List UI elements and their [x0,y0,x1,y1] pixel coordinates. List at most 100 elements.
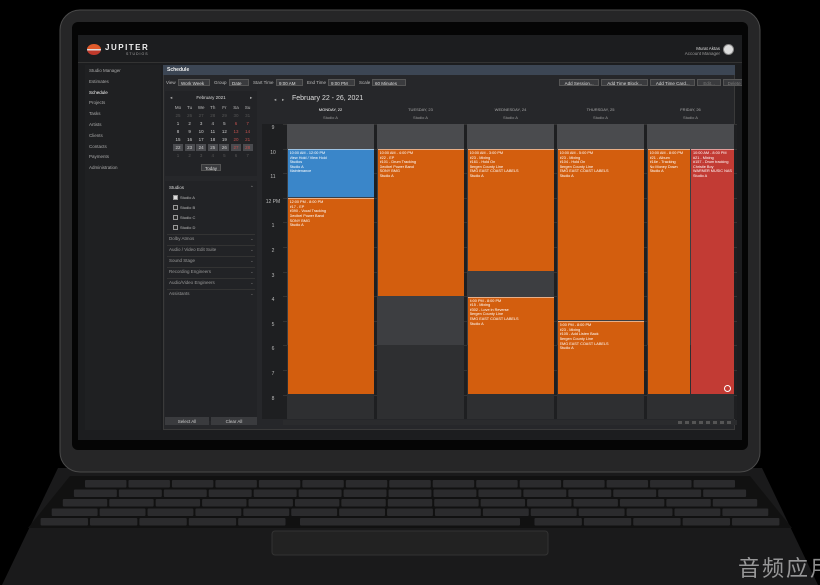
day-cell[interactable]: 28 [242,144,253,151]
day-cell[interactable]: 13 [233,129,239,134]
day-cell[interactable]: 29 [221,113,227,118]
day-cell[interactable]: 27 [198,113,204,118]
checkbox[interactable] [173,225,178,230]
nav-item[interactable]: Clients [89,132,103,138]
checkbox[interactable] [173,205,178,210]
nav-item[interactable]: Studio Manager [89,68,121,73]
checkbox[interactable] [173,215,178,220]
nav-item[interactable]: Administration [89,165,118,171]
toolbar-button[interactable]: Add Time Block... [601,78,649,86]
nav-item[interactable]: Payments [89,154,110,160]
page-dot[interactable] [692,421,696,424]
key [626,508,673,516]
filter-item[interactable]: Assistants [169,291,190,296]
toolbar-button[interactable]: Add Session... [559,78,600,86]
day-cell[interactable]: 25 [175,113,181,118]
day-cell[interactable]: 1 [176,121,180,126]
toolbar-select[interactable]: Date [229,78,249,86]
select-all[interactable]: Select All [165,417,209,425]
toolbar-select[interactable]: Work Week [178,78,210,86]
day-cell[interactable]: 8 [176,129,180,134]
nav-item[interactable]: Projects [89,100,106,106]
day-cell[interactable]: 9 [188,129,191,134]
filter-item[interactable]: Audio / Video Edit Suite [169,247,217,252]
toolbar-button[interactable]: Delete [723,78,742,86]
page-dot[interactable] [727,421,731,424]
day-cell[interactable]: 7 [246,153,249,158]
day-cell[interactable]: 30 [233,113,239,118]
event[interactable]: 10:00 AM - 5:00 PM #23 - Mixing #104 - Hol… [557,149,644,321]
checkbox[interactable] [173,195,178,200]
day-cell[interactable]: 22 [173,144,183,151]
nav-item[interactable]: Schedule [89,89,108,95]
day-cell[interactable]: 4 [211,153,215,158]
page-dot[interactable] [720,421,724,424]
day-cell[interactable]: 17 [198,137,204,142]
next-month[interactable]: ▸ [250,95,253,100]
event[interactable]: 10:00 AM - 12:00 PM View Hold / View Hold… [287,149,374,198]
page-dot[interactable] [713,421,717,424]
day-cell[interactable]: 16 [187,137,193,142]
clear-all[interactable]: Clear All [211,417,257,425]
day-cell[interactable]: 28 [210,113,216,118]
event[interactable]: 12:00 PM - 8:00 PM #17 - EP #390 - Vocal T… [287,198,374,395]
day-cell[interactable]: 7 [246,121,249,126]
nav-item[interactable]: Estimates [89,78,109,84]
prev-month[interactable]: ◂ [170,95,173,100]
nav-item[interactable]: Artists [89,122,102,127]
filter-item[interactable]: Recording Engineers [169,269,212,274]
filter-item[interactable]: Audio/Video Engineers [169,280,215,285]
day-cell[interactable]: 4 [211,121,215,126]
event[interactable]: 10:00 AM - 8:00 PM #21 - Album #16e - Trac… [647,149,690,395]
day-studio: Studio A [683,115,698,120]
day-cell[interactable]: 6 [234,121,238,126]
add-icon[interactable] [724,384,731,392]
nav-item[interactable]: Contacts [89,143,107,149]
event[interactable]: 5:00 PM - 8:00 PM #23 - Mixing #105 - Add … [557,321,644,395]
day-cell[interactable]: 23 [184,144,195,151]
day-cell[interactable]: 18 [210,137,216,142]
page-dot[interactable] [678,421,682,424]
day-cell[interactable]: 27 [231,144,241,151]
day-cell[interactable]: 5 [223,121,226,126]
day-cell[interactable]: 24 [196,144,207,151]
day-cell[interactable]: 10 [198,129,204,134]
toolbar-select[interactable]: 9:00 AM [276,78,303,86]
today-button[interactable]: Today [201,164,221,171]
day-cell[interactable]: 6 [234,153,238,158]
toolbar-select[interactable]: 9:00 PM [328,78,355,86]
day-cell[interactable]: 26 [187,113,193,118]
day-cell[interactable]: 15 [175,137,181,142]
page-dot[interactable] [706,421,710,424]
day-cell[interactable]: 26 [219,144,230,151]
day-cell[interactable]: 1 [176,153,180,158]
cal-next[interactable]: ▸ [282,97,285,102]
toolbar-button[interactable]: Add Time Card... [650,78,696,86]
event-text: View Hold / View Hold [289,155,327,160]
day-cell[interactable]: 3 [199,121,203,126]
event[interactable]: 10:00 AM - 4:00 PM #22 - EP #101 - Drum Tr… [377,149,464,296]
day-cell[interactable]: 31 [245,113,251,118]
page-dot[interactable] [685,421,689,424]
filter-item[interactable]: Sound Stage [169,258,196,263]
event[interactable]: 10:00 AM - 3:00 PM #23 - Mixing #161 - Hol… [467,149,554,272]
filter-item[interactable]: Dolby Atmos [169,236,195,241]
day-cell[interactable]: 5 [223,153,226,158]
day-cell[interactable]: 21 [245,137,251,142]
day-cell[interactable]: 11 [210,129,216,134]
cal-prev[interactable]: ◂ [274,97,277,102]
day-cell[interactable]: 3 [199,153,203,158]
day-cell[interactable]: 25 [207,144,218,151]
day-cell[interactable]: 12 [221,129,227,134]
day-cell[interactable]: 2 [188,153,191,158]
toolbar-select[interactable]: 60 Minutes [372,78,406,86]
event[interactable]: 10:00 AM - 8:00 PM #21 - Mixing #157 - Dru… [691,149,734,395]
toolbar-button[interactable]: Edit... [697,78,722,86]
nav-item[interactable]: Tasks [89,111,101,117]
event[interactable]: 4:00 PM - 8:00 PM #15 - Mixing #302 - Love… [467,296,554,395]
day-cell[interactable]: 14 [245,129,251,134]
day-cell[interactable]: 2 [188,121,191,126]
day-cell[interactable]: 20 [233,137,239,142]
page-dot[interactable] [699,421,703,424]
day-cell[interactable]: 19 [221,137,227,142]
